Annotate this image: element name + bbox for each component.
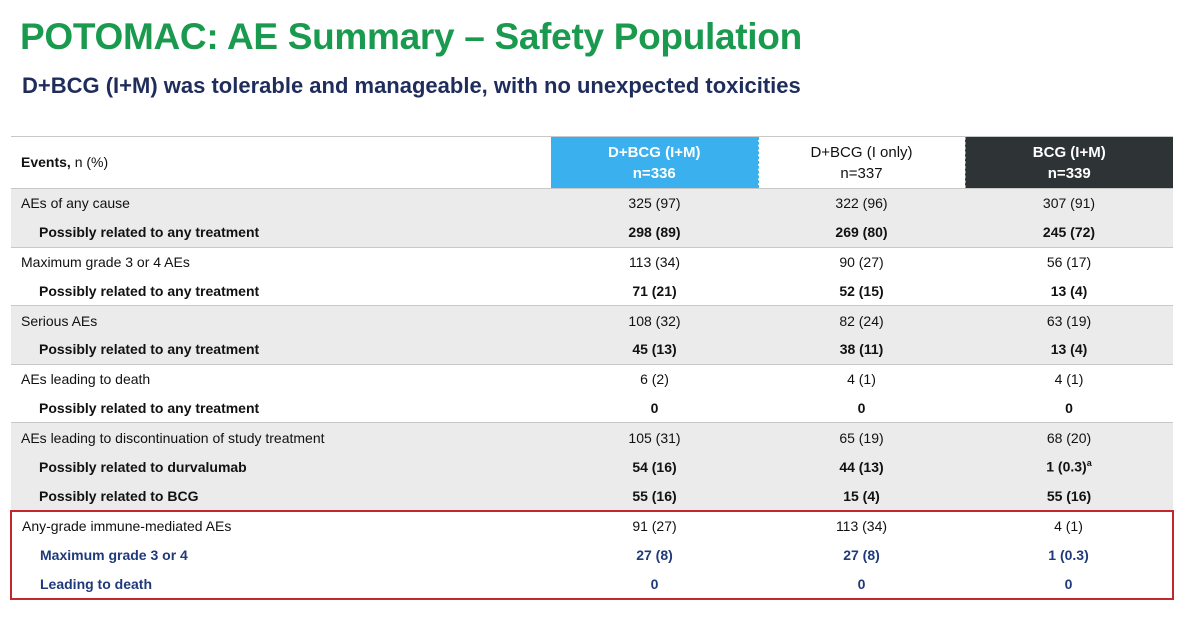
- cell: 27 (8): [636, 546, 673, 563]
- cell: 56 (17): [1046, 253, 1092, 270]
- main-row: AEs leading to death 6 (2) 4 (1) 4 (1): [11, 364, 1173, 393]
- row-group: Serious AEs 108 (32) 82 (24) 63 (19) Possibl…: [11, 305, 1173, 365]
- sub-row: Possibly related to any treatment 71 (21)…: [11, 276, 1173, 305]
- row-label: Possibly related to any treatment: [39, 341, 260, 358]
- main-row: Serious AEs 108 (32) 82 (24) 63 (19): [11, 306, 1173, 335]
- cell: 27 (8): [843, 546, 880, 563]
- cell: 113 (34): [835, 517, 888, 534]
- row-label: Possibly related to BCG: [39, 487, 199, 504]
- column-name: D+BCG (I+M): [607, 143, 701, 161]
- row-group: Maximum grade 3 or 4 AEs 113 (34) 90 (27) 5…: [11, 247, 1173, 306]
- header-row: Events, n (%) D+BCG (I+M) n=336 D+BCG (I o…: [11, 136, 1173, 189]
- ae-table: Events, n (%) D+BCG (I+M) n=336 D+BCG (I o…: [10, 136, 1174, 600]
- cell: 82 (24): [839, 312, 884, 329]
- row-label: Maximum grade 3 or 4: [40, 546, 188, 563]
- column-header: BCG (I+M) n=339: [965, 136, 1173, 189]
- cell: 4 (1): [847, 371, 876, 388]
- cell: 71 (21): [632, 282, 677, 299]
- label-unit: n (%): [74, 154, 109, 170]
- main-row: AEs of any cause 325 (97) 322 (96) 307 (91): [11, 189, 1173, 218]
- sub-row: Possibly related to any treatment 0 0 0: [11, 394, 1173, 423]
- row-label: Any-grade immune-mediated AEs: [22, 517, 232, 534]
- sub-row: Possibly related to any treatment 45 (13)…: [11, 335, 1173, 364]
- table-header: Events, n (%) D+BCG (I+M) n=336 D+BCG (I o…: [11, 136, 1173, 189]
- cell: 38 (11): [839, 341, 884, 358]
- cell: 245 (72): [1042, 224, 1096, 241]
- sub-row: Maximum grade 3 or 4 27 (8) 27 (8) 1 (0.3): [11, 540, 1173, 569]
- column-n: n=336: [632, 164, 676, 182]
- cell: 91 (27): [632, 517, 677, 534]
- cell: 298 (89): [628, 224, 681, 241]
- main-row: Any-grade immune-mediated AEs 91 (27) 113 …: [11, 511, 1173, 540]
- column-name: D+BCG (I only): [810, 143, 913, 161]
- header-label: Events, n (%): [11, 137, 551, 189]
- label-bold: Events,: [21, 154, 71, 170]
- cell-value: 1 (0.3): [1046, 459, 1087, 476]
- cell: 108 (32): [628, 312, 681, 329]
- row-label: Possibly related to any treatment: [39, 399, 260, 416]
- cell: 4 (1): [1054, 371, 1084, 388]
- sub-row: Possibly related to BCG 55 (16) 15 (4) 55 (…: [11, 481, 1173, 510]
- cell: 65 (19): [839, 429, 884, 446]
- row-group: AEs leading to death 6 (2) 4 (1) 4 (1) Possi…: [11, 364, 1173, 423]
- cell: 55 (16): [632, 487, 677, 504]
- cell: 44 (13): [839, 458, 884, 475]
- sub-row: Possibly related to any treatment 298 (89…: [11, 218, 1173, 247]
- cell: 0: [857, 575, 866, 592]
- cell: 55 (16): [1046, 487, 1092, 504]
- footnote-mark: a: [1086, 458, 1092, 469]
- row-group: Any-grade immune-mediated AEs 91 (27) 113 …: [11, 510, 1173, 599]
- cell: 105 (31): [628, 429, 681, 446]
- cell: 0: [650, 575, 659, 592]
- cell: 269 (80): [835, 224, 888, 241]
- cell: 1 (0.3)a: [965, 452, 1173, 481]
- title: POTOMAC: AE Summary – Safety Population: [20, 16, 802, 57]
- cell: 90 (27): [839, 253, 884, 270]
- row-group: AEs of any cause 325 (97) 322 (96) 307 (91)…: [11, 188, 1173, 248]
- cell: 0: [857, 399, 866, 416]
- main-row: Maximum grade 3 or 4 AEs 113 (34) 90 (27) 5…: [11, 247, 1173, 276]
- column-name: BCG (I+M): [1032, 143, 1106, 161]
- row-label: Maximum grade 3 or 4 AEs: [21, 253, 190, 270]
- column-n: n=339: [1047, 164, 1091, 182]
- cell: 15 (4): [843, 487, 880, 504]
- main-row: AEs leading to discontinuation of study …: [11, 423, 1173, 452]
- cell: 0: [1064, 575, 1073, 592]
- cell: 322 (96): [835, 195, 888, 212]
- row-label: AEs of any cause: [21, 195, 130, 212]
- cell: 52 (15): [839, 282, 884, 299]
- cell: 325 (97): [628, 195, 681, 212]
- cell: 45 (13): [632, 341, 677, 358]
- row-label: AEs leading to death: [21, 371, 151, 388]
- sub-row: Leading to death 0 0 0: [11, 569, 1173, 598]
- column-n: n=337: [840, 164, 883, 182]
- cell: 307 (91): [1042, 195, 1096, 212]
- row-label: Possibly related to any treatment: [39, 282, 260, 299]
- cell: 0: [650, 399, 659, 416]
- row-group: AEs leading to discontinuation of study …: [11, 422, 1173, 511]
- cell: 113 (34): [628, 253, 681, 270]
- subtitle: D+BCG (I+M) was tolerable and manageable…: [22, 73, 801, 98]
- column-header: D+BCG (I only) n=337: [757, 136, 966, 189]
- row-label: Leading to death: [40, 575, 152, 592]
- row-label: Possibly related to durvalumab: [39, 458, 247, 475]
- sub-row: Possibly related to durvalumab 54 (16) 44 …: [11, 452, 1173, 481]
- cell: 54 (16): [632, 458, 677, 475]
- cell: 13 (4): [1050, 282, 1088, 299]
- cell: 13 (4): [1050, 341, 1088, 358]
- cell: 0: [1065, 399, 1073, 416]
- cell: 63 (19): [1046, 312, 1092, 329]
- row-label: Possibly related to any treatment: [39, 224, 260, 241]
- cell: 1 (0.3): [1048, 546, 1089, 563]
- column-header: D+BCG (I+M) n=336: [551, 136, 758, 189]
- cell: 68 (20): [1046, 429, 1092, 446]
- row-label: AEs leading to discontinuation of study …: [21, 429, 325, 446]
- cell: 4 (1): [1054, 517, 1083, 534]
- cell: 6 (2): [640, 371, 669, 388]
- row-label: Serious AEs: [21, 312, 98, 329]
